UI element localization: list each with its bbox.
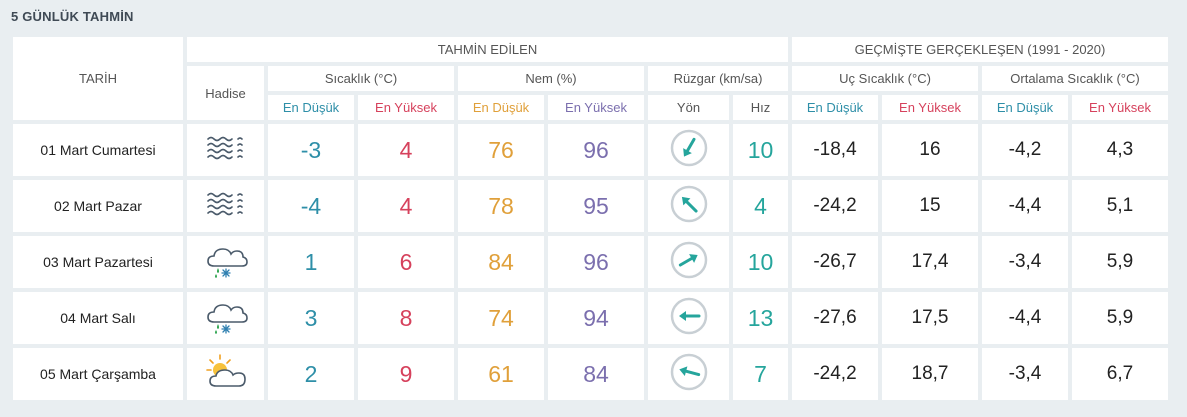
header-nem-en-yuksek: En Yüksek [548,95,644,120]
hist-min: -26,7 [792,236,878,288]
header-tahmin-edilen: TAHMİN EDİLEN [187,37,788,62]
fog-icon [204,184,248,224]
header-hadise: Hadise [187,66,264,120]
wind-direction-icon [669,296,709,336]
hist-min: -27,6 [792,292,878,344]
humidity-low: 74 [458,292,544,344]
hist-min: -24,2 [792,180,878,232]
humidity-high: 95 [548,180,644,232]
header-ortalama-en-dusuk: En Düşük [982,95,1068,120]
weather-cell [187,236,264,288]
temp-low: 1 [268,236,354,288]
humidity-high: 96 [548,236,644,288]
table-row: 05 Mart Çarşamba 2 9 61 84 7 -24,2 18,7 … [13,348,1168,400]
hist-max: 16 [882,124,978,176]
humidity-low: 84 [458,236,544,288]
humidity-low: 61 [458,348,544,400]
weather-cell [187,180,264,232]
wind-speed: 13 [733,292,788,344]
wind-direction-icon [669,184,709,224]
header-sicaklik-en-dusuk: En Düşük [268,95,354,120]
hist-max: 17,4 [882,236,978,288]
wind-speed: 7 [733,348,788,400]
sleet-cloud-icon [204,296,248,336]
header-hiz: Hız [733,95,788,120]
temp-high: 6 [358,236,454,288]
sleet-cloud-icon [204,240,248,280]
header-sicaklik-en-yuksek: En Yüksek [358,95,454,120]
humidity-high: 94 [548,292,644,344]
weather-cell [187,124,264,176]
avg-low: -4,4 [982,292,1068,344]
header-uc-en-yuksek: En Yüksek [882,95,978,120]
hist-max: 15 [882,180,978,232]
hist-min: -18,4 [792,124,878,176]
wind-direction-icon [669,352,709,392]
page-title: 5 GÜNLÜK TAHMİN [11,9,134,24]
humidity-low: 76 [458,124,544,176]
header-uc-en-dusuk: En Düşük [792,95,878,120]
temp-high: 4 [358,124,454,176]
table-row: 02 Mart Pazar -4 4 78 95 4 -24,2 15 -4,4… [13,180,1168,232]
header-ortalama-en-yuksek: En Yüksek [1072,95,1168,120]
table-row: 04 Mart Salı 3 8 74 94 13 -27,6 17,5 -4,… [13,292,1168,344]
avg-high: 5,9 [1072,292,1168,344]
wind-direction-cell [648,236,729,288]
date-cell: 04 Mart Salı [13,292,183,344]
header-uc-sicaklik: Uç Sıcaklık (°C) [792,66,978,91]
wind-direction-icon [669,128,709,168]
header-gecmiste-gerceklesen: GEÇMİŞTE GERÇEKLEŞEN (1991 - 2020) [792,37,1168,62]
avg-low: -3,4 [982,348,1068,400]
humidity-low: 78 [458,180,544,232]
avg-high: 5,9 [1072,236,1168,288]
wind-direction-cell [648,292,729,344]
hist-min: -24,2 [792,348,878,400]
header-ortalama-sicaklik: Ortalama Sıcaklık (°C) [982,66,1168,91]
avg-high: 4,3 [1072,124,1168,176]
date-cell: 03 Mart Pazartesi [13,236,183,288]
temp-low: 2 [268,348,354,400]
header-nem-en-dusuk: En Düşük [458,95,544,120]
hist-max: 17,5 [882,292,978,344]
header-tarih: TARİH [13,37,183,120]
wind-direction-icon [669,240,709,280]
avg-low: -4,2 [982,124,1068,176]
date-cell: 05 Mart Çarşamba [13,348,183,400]
wind-speed: 4 [733,180,788,232]
header-nem: Nem (%) [458,66,644,91]
wind-speed: 10 [733,236,788,288]
weather-cell [187,348,264,400]
avg-high: 6,7 [1072,348,1168,400]
temp-high: 9 [358,348,454,400]
header-sicaklik: Sıcaklık (°C) [268,66,454,91]
date-cell: 01 Mart Cumartesi [13,124,183,176]
humidity-high: 96 [548,124,644,176]
wind-speed: 10 [733,124,788,176]
partly-cloudy-icon [204,352,248,392]
temp-low: -3 [268,124,354,176]
wind-direction-cell [648,180,729,232]
header-yon: Yön [648,95,729,120]
hist-max: 18,7 [882,348,978,400]
table-row: 01 Mart Cumartesi -3 4 76 96 10 -18,4 16… [13,124,1168,176]
weather-cell [187,292,264,344]
wind-direction-cell [648,124,729,176]
avg-low: -4,4 [982,180,1068,232]
table-row: 03 Mart Pazartesi 1 6 84 96 10 -26,7 17,… [13,236,1168,288]
temp-high: 8 [358,292,454,344]
header-ruzgar: Rüzgar (km/sa) [648,66,788,91]
wind-direction-cell [648,348,729,400]
fog-icon [204,128,248,168]
date-cell: 02 Mart Pazar [13,180,183,232]
avg-high: 5,1 [1072,180,1168,232]
temp-low: 3 [268,292,354,344]
forecast-table: TARİH TAHMİN EDİLEN GEÇMİŞTE GERÇEKLEŞEN… [9,33,1172,404]
humidity-high: 84 [548,348,644,400]
temp-low: -4 [268,180,354,232]
temp-high: 4 [358,180,454,232]
avg-low: -3,4 [982,236,1068,288]
